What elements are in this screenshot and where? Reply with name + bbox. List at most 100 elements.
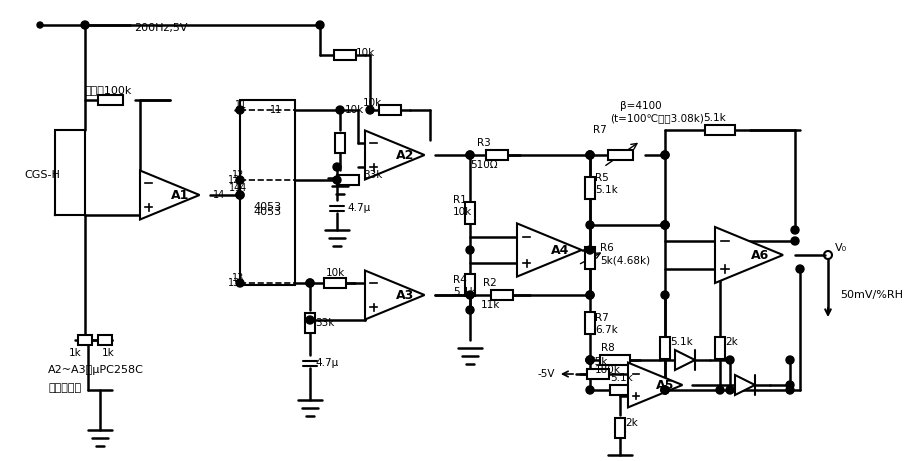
Circle shape bbox=[661, 221, 669, 229]
Text: 传感器100k: 传感器100k bbox=[85, 85, 132, 95]
Text: 5.1k: 5.1k bbox=[670, 337, 693, 347]
Polygon shape bbox=[735, 375, 755, 395]
Text: CGS-H: CGS-H bbox=[24, 170, 60, 180]
Text: -5V: -5V bbox=[538, 369, 555, 379]
Text: A2~A3：µPC258C: A2~A3：µPC258C bbox=[48, 365, 144, 375]
Text: A6: A6 bbox=[751, 248, 769, 261]
Circle shape bbox=[726, 356, 734, 364]
Text: 4.7µ: 4.7µ bbox=[315, 358, 338, 368]
Text: 10k: 10k bbox=[345, 105, 364, 115]
Text: 75k: 75k bbox=[589, 357, 608, 367]
Bar bbox=[587, 369, 609, 379]
Text: 5.1k: 5.1k bbox=[704, 113, 727, 123]
Circle shape bbox=[306, 279, 314, 287]
Circle shape bbox=[586, 151, 594, 159]
Circle shape bbox=[586, 151, 594, 159]
Circle shape bbox=[791, 226, 799, 234]
Bar bbox=[337, 175, 359, 185]
Text: 10k: 10k bbox=[325, 268, 344, 278]
Text: 5.1k: 5.1k bbox=[611, 373, 634, 383]
Bar bbox=[585, 312, 595, 334]
Bar bbox=[585, 247, 595, 269]
Circle shape bbox=[661, 386, 669, 394]
Circle shape bbox=[333, 176, 341, 184]
Bar bbox=[715, 337, 725, 359]
Text: 10k: 10k bbox=[356, 48, 375, 58]
Circle shape bbox=[661, 221, 669, 229]
Text: R2: R2 bbox=[484, 278, 496, 288]
Text: 33k: 33k bbox=[363, 170, 382, 180]
Bar bbox=[660, 337, 670, 359]
Circle shape bbox=[661, 386, 669, 394]
Text: 13: 13 bbox=[228, 278, 240, 288]
Bar bbox=[98, 335, 112, 345]
Circle shape bbox=[586, 246, 594, 254]
Text: 11: 11 bbox=[270, 105, 282, 115]
Text: 12: 12 bbox=[228, 175, 240, 185]
Bar bbox=[55, 130, 85, 215]
Bar bbox=[486, 150, 508, 160]
Circle shape bbox=[661, 221, 669, 229]
Polygon shape bbox=[715, 227, 783, 283]
Bar bbox=[615, 418, 625, 438]
Text: 4.7µ: 4.7µ bbox=[347, 203, 370, 213]
Polygon shape bbox=[365, 271, 425, 319]
Text: 1k: 1k bbox=[101, 348, 114, 358]
Text: 50mV/%RH: 50mV/%RH bbox=[840, 290, 903, 300]
Text: 2k: 2k bbox=[725, 337, 738, 347]
Circle shape bbox=[81, 21, 89, 29]
Text: 200Hz,5V: 200Hz,5V bbox=[134, 23, 188, 33]
Text: 180k: 180k bbox=[595, 365, 621, 375]
Circle shape bbox=[791, 237, 799, 245]
Circle shape bbox=[661, 151, 669, 159]
Text: 1k: 1k bbox=[69, 348, 81, 358]
Circle shape bbox=[236, 191, 244, 199]
Text: R6: R6 bbox=[600, 243, 613, 253]
Circle shape bbox=[586, 151, 594, 159]
Circle shape bbox=[236, 106, 244, 114]
Circle shape bbox=[466, 151, 474, 159]
Polygon shape bbox=[517, 224, 581, 277]
Circle shape bbox=[236, 279, 244, 287]
Polygon shape bbox=[675, 350, 695, 370]
Text: A2: A2 bbox=[396, 148, 414, 161]
Text: R1: R1 bbox=[453, 195, 467, 205]
Bar bbox=[98, 95, 122, 105]
Circle shape bbox=[466, 291, 474, 299]
Circle shape bbox=[796, 265, 804, 273]
Circle shape bbox=[466, 306, 474, 314]
Polygon shape bbox=[628, 363, 682, 408]
Text: R5: R5 bbox=[595, 173, 609, 183]
Circle shape bbox=[366, 106, 374, 114]
Circle shape bbox=[586, 291, 594, 299]
Text: R4: R4 bbox=[453, 275, 467, 285]
Circle shape bbox=[786, 386, 794, 394]
Circle shape bbox=[333, 163, 341, 171]
Text: R7: R7 bbox=[593, 125, 607, 135]
Text: R3: R3 bbox=[477, 138, 491, 148]
Text: 14: 14 bbox=[229, 183, 241, 193]
Circle shape bbox=[661, 291, 669, 299]
Circle shape bbox=[466, 151, 474, 159]
Circle shape bbox=[336, 106, 344, 114]
Bar bbox=[600, 355, 630, 365]
Text: V₀: V₀ bbox=[835, 243, 847, 253]
Text: A4: A4 bbox=[551, 243, 569, 256]
Circle shape bbox=[716, 386, 724, 394]
Circle shape bbox=[586, 386, 594, 394]
Circle shape bbox=[661, 386, 669, 394]
Text: 12: 12 bbox=[232, 170, 244, 180]
Circle shape bbox=[236, 176, 244, 184]
Bar bbox=[608, 150, 633, 160]
Polygon shape bbox=[140, 171, 200, 219]
Text: 4053: 4053 bbox=[253, 207, 281, 217]
Bar bbox=[78, 335, 92, 345]
Text: 5k(4.68k): 5k(4.68k) bbox=[600, 255, 650, 265]
Bar bbox=[240, 100, 295, 285]
Text: A1: A1 bbox=[170, 189, 189, 201]
Bar bbox=[335, 133, 345, 153]
Circle shape bbox=[661, 151, 669, 159]
Text: 33k: 33k bbox=[315, 318, 334, 328]
Circle shape bbox=[236, 191, 244, 199]
Text: (t=100℃时为3.08k): (t=100℃时为3.08k) bbox=[610, 113, 704, 123]
